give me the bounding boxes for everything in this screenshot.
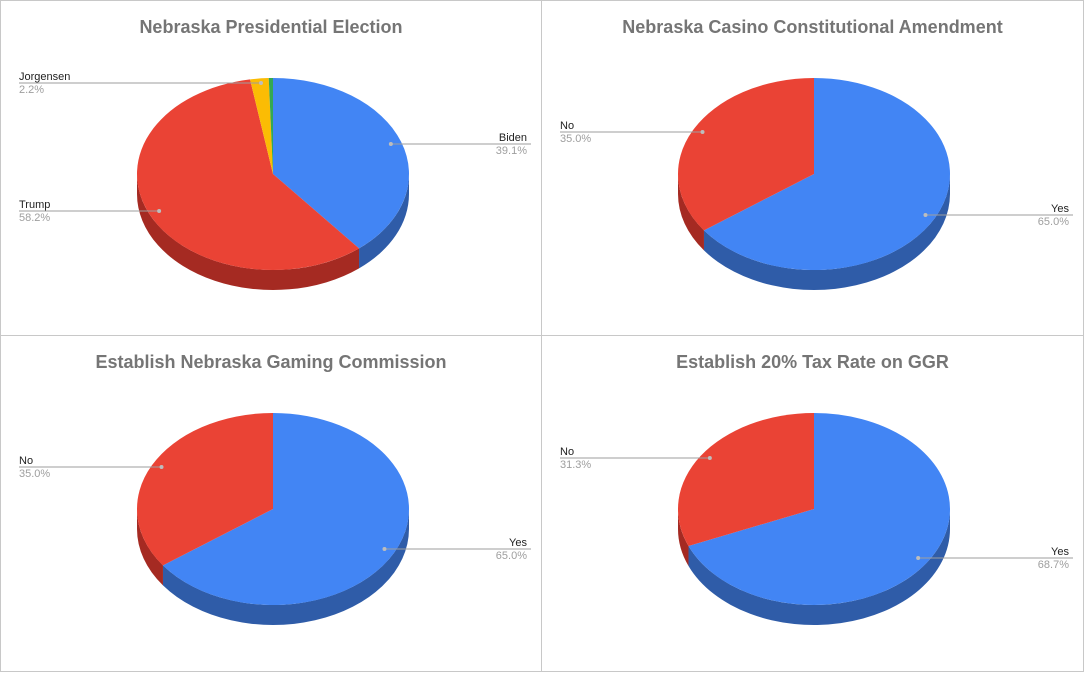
slice-label-no: No <box>560 446 574 458</box>
chart-title: Establish Nebraska Gaming Commission <box>95 352 447 372</box>
pie-side-yes <box>162 509 409 625</box>
pie-slice-trump <box>137 79 360 271</box>
pie-slice-yes <box>162 413 409 605</box>
pie-slice-other <box>268 78 273 174</box>
pie-slice-yes <box>703 78 950 271</box>
pie-slice-no <box>678 413 814 547</box>
chart-title: Nebraska Casino Constitutional Amendment <box>622 17 1003 37</box>
leader-dot-yes <box>382 547 387 551</box>
slice-value-yes: 65.0% <box>1038 216 1069 228</box>
leader-dot-jorgensen <box>259 81 263 85</box>
slice-label-yes: Yes <box>509 537 527 549</box>
chart-panel-gaming-commission: Establish Nebraska Gaming Commission Yes… <box>0 335 542 672</box>
leader-dot-yes <box>916 556 921 560</box>
chart-panel-casino-amendment: Nebraska Casino Constitutional Amendment… <box>541 0 1084 336</box>
slice-value-trump: 58.2% <box>19 212 50 224</box>
slice-label-no: No <box>560 120 574 132</box>
pie-side-walls <box>137 509 409 625</box>
slice-label-yes: Yes <box>1051 203 1069 215</box>
slice-value-no: 35.0% <box>19 468 50 480</box>
pie-side-no <box>137 509 163 586</box>
pie-side-trump <box>137 174 360 291</box>
pie-side-walls <box>678 174 950 290</box>
pie-side-walls <box>137 174 409 291</box>
slice-value-yes: 65.0% <box>496 550 527 562</box>
slice-label-yes: Yes <box>1051 546 1069 558</box>
pie-side-no <box>678 509 689 567</box>
leader-dot-no <box>707 456 712 460</box>
leader-dot-yes <box>923 213 928 217</box>
slice-label-trump: Trump <box>19 199 50 211</box>
leader-dot-no <box>700 130 705 134</box>
chart-title: Establish 20% Tax Rate on GGR <box>676 352 949 372</box>
leader-dot-no <box>159 465 164 469</box>
pie-side-walls <box>678 509 950 625</box>
pie-side-biden <box>359 174 409 269</box>
slice-label-biden: Biden <box>499 132 527 144</box>
pie-side-yes <box>688 509 950 625</box>
leader-dot-trump <box>157 209 162 213</box>
pie-slice-no <box>678 78 814 231</box>
slice-value-biden: 39.1% <box>496 145 527 157</box>
pie-side-no <box>678 174 704 251</box>
slice-value-no: 31.3% <box>560 459 591 471</box>
leader-dot-biden <box>388 142 393 146</box>
pie-side-yes <box>703 174 950 290</box>
chart-panel-tax-rate: Establish 20% Tax Rate on GGR Yes 68.7% No… <box>541 335 1084 672</box>
slice-value-no: 35.0% <box>560 133 591 145</box>
slice-value-jorgensen: 2.2% <box>19 84 44 96</box>
pie-slice-jorgensen <box>250 78 273 174</box>
chart-title: Nebraska Presidential Election <box>139 17 403 37</box>
pie-slice-biden <box>273 78 409 249</box>
pie-slice-no <box>137 413 273 566</box>
pie-slice-yes <box>688 413 950 605</box>
slice-label-jorgensen: Jorgensen <box>19 71 70 83</box>
chart-panel-presidential: Nebraska Presidential Election Biden 39.1… <box>0 0 542 336</box>
slice-label-no: No <box>19 455 33 467</box>
slice-value-yes: 68.7% <box>1038 559 1069 571</box>
